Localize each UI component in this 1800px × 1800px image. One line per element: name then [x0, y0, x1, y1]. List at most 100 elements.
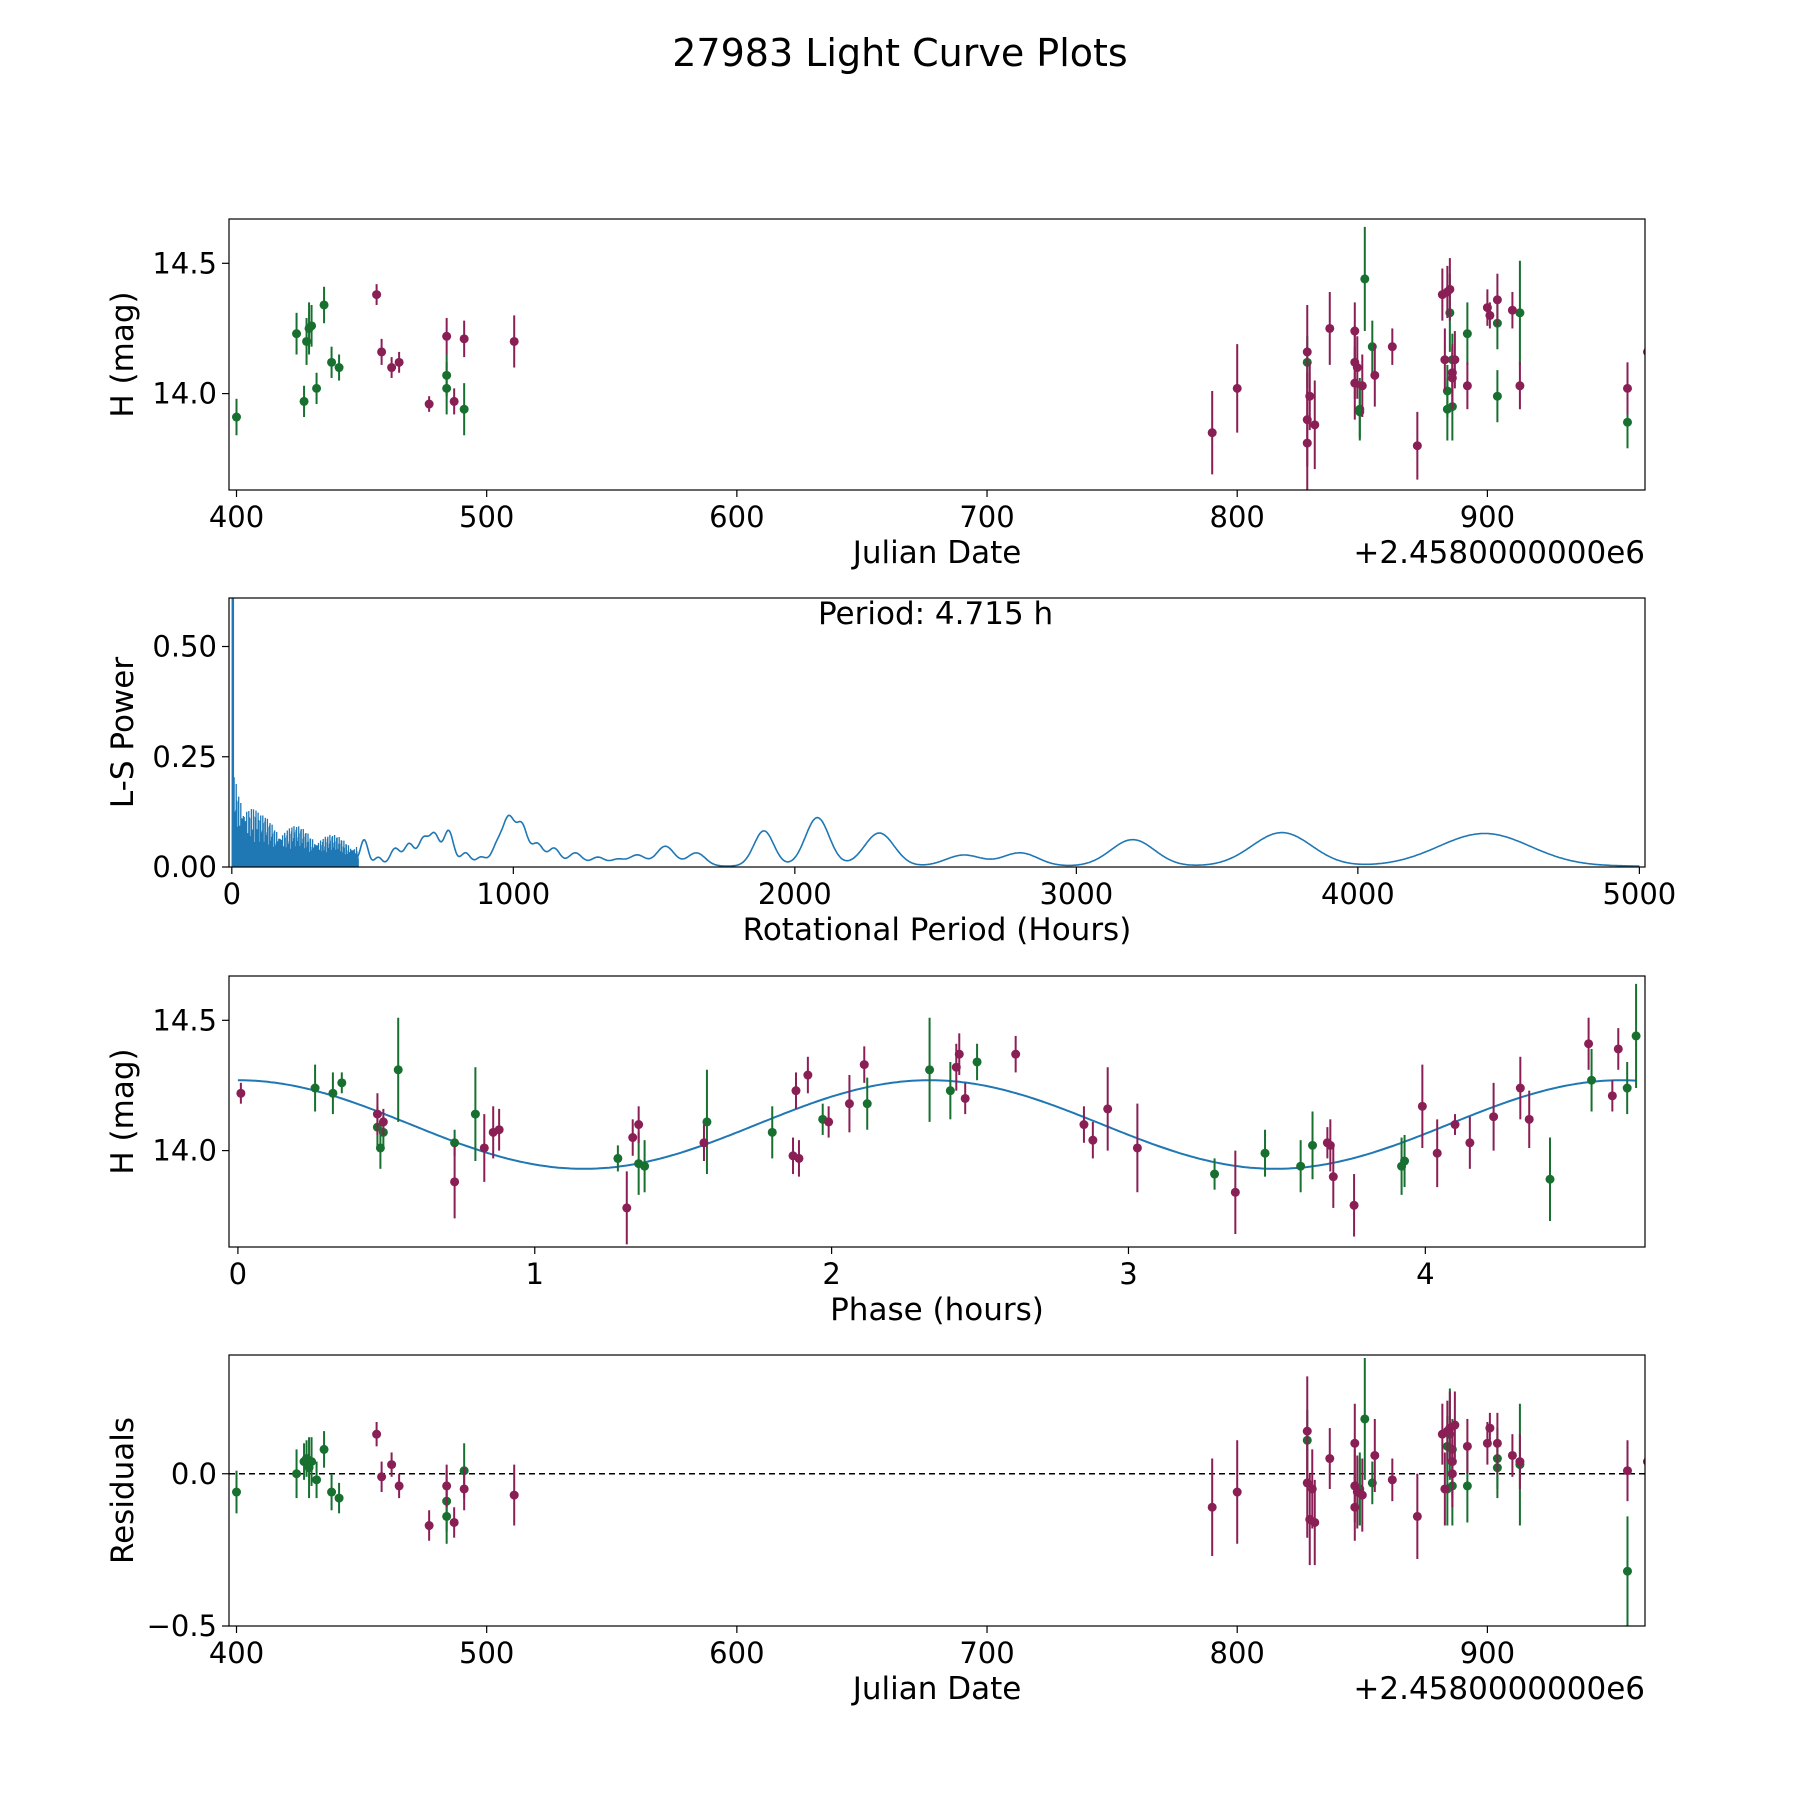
purple-data-point: [442, 331, 452, 341]
green-data-point: [1622, 1566, 1632, 1576]
green-data-point: [1515, 308, 1525, 318]
purple-data-point: [372, 1429, 382, 1439]
purple-data-point: [1515, 1457, 1525, 1467]
purple-data-point: [378, 1117, 388, 1127]
purple-data-point: [1310, 1517, 1320, 1527]
green-data-point: [1462, 329, 1472, 339]
purple-data-point: [387, 363, 397, 373]
purple-data-point: [1325, 1454, 1335, 1464]
green-data-point: [442, 383, 452, 393]
y-tick-label: 0.0: [171, 1457, 217, 1491]
purple-data-point: [1643, 1457, 1645, 1466]
green-data-point: [292, 329, 302, 339]
purple-data-point: [372, 290, 382, 300]
y-axis-label: Residuals: [105, 1417, 141, 1564]
purple-data-point: [459, 334, 469, 344]
green-data-point: [307, 321, 317, 331]
purple-data-point: [1305, 391, 1315, 401]
purple-data-point: [1492, 1438, 1502, 1448]
x-tick-label: 800: [1210, 500, 1265, 534]
green-data-point: [1587, 1075, 1597, 1085]
green-data-point: [613, 1153, 623, 1163]
green-data-point: [450, 1138, 460, 1148]
y-tick-label: 0.00: [152, 850, 217, 884]
purple-data-point: [1450, 355, 1460, 365]
purple-data-point: [1387, 1475, 1397, 1485]
purple-data-point: [479, 1143, 489, 1153]
y-tick-label: 0.50: [152, 630, 217, 664]
green-data-point: [292, 1469, 302, 1479]
purple-data-point: [1417, 1101, 1427, 1111]
axes-frame: [228, 597, 1646, 868]
purple-data-point: [1643, 348, 1645, 356]
green-data-point: [767, 1127, 777, 1137]
purple-data-point: [1088, 1135, 1098, 1145]
y-axis-label: H (mag): [105, 291, 141, 417]
purple-data-point: [1507, 305, 1517, 315]
purple-data-point: [1462, 1441, 1472, 1451]
green-data-point: [702, 1117, 712, 1127]
x-tick-label: 4: [1416, 1257, 1434, 1291]
purple-data-point: [494, 1125, 504, 1135]
x-tick-label: 700: [959, 500, 1014, 534]
x-offset-label: +2.4580000000e6: [1353, 535, 1645, 571]
green-data-point: [393, 1065, 403, 1075]
purple-data-point: [1485, 1423, 1495, 1433]
green-data-point: [1631, 1031, 1641, 1041]
purple-data-point: [699, 1138, 709, 1148]
purple-data-point: [628, 1133, 638, 1143]
green-data-point: [1360, 1414, 1370, 1424]
purple-data-point: [1412, 1511, 1422, 1521]
purple-data-point: [459, 1484, 469, 1494]
purple-data-point: [1440, 355, 1450, 365]
purple-data-point: [387, 1460, 397, 1470]
y-tick-label: 14.0: [152, 377, 217, 411]
purple-data-point: [509, 336, 519, 346]
green-data-point: [328, 1088, 338, 1098]
x-tick-label: 400: [209, 1636, 264, 1670]
y-tick-label: 14.5: [152, 246, 217, 280]
purple-data-point: [1302, 438, 1312, 448]
green-data-point: [1545, 1174, 1555, 1184]
purple-data-point: [509, 1490, 519, 1500]
purple-data-point: [424, 1521, 434, 1531]
purple-data-point: [1489, 1112, 1499, 1122]
purple-data-point: [1450, 1420, 1460, 1430]
purple-data-point: [1370, 1450, 1380, 1460]
purple-data-point: [1462, 381, 1472, 391]
axes-frame: [228, 975, 1646, 1248]
x-tick-label: 1: [526, 1257, 544, 1291]
plot-area: [229, 1358, 1645, 1626]
purple-data-point: [1349, 1200, 1359, 1210]
periodogram-panel: 0 1000 2000 3000 4000 5000 0.00 0.25 0.50 Rotatio…: [105, 596, 1676, 948]
purple-data-point: [1515, 1083, 1525, 1093]
purple-data-point: [449, 396, 459, 406]
purple-data-point: [1103, 1104, 1113, 1114]
green-data-point: [1400, 1156, 1410, 1166]
phased-curve-panel: 0 1 2 3 4 14.0 14.5 Phase (hours) H (mag): [105, 975, 1646, 1328]
x-tick-label: 900: [1460, 500, 1515, 534]
green-data-point: [319, 300, 329, 310]
purple-data-point: [1622, 1466, 1632, 1476]
green-data-point: [1492, 391, 1502, 401]
green-data-point: [1622, 417, 1632, 427]
purple-data-point: [377, 1472, 387, 1482]
purple-data-point: [1370, 370, 1380, 380]
x-axis-label: Phase (hours): [830, 1292, 1044, 1328]
x-tick-label: 2: [822, 1257, 840, 1291]
x-tick-label: 600: [709, 1636, 764, 1670]
x-offset-label: +2.4580000000e6: [1353, 1671, 1645, 1707]
green-data-point: [1296, 1161, 1306, 1171]
x-tick-label: 4000: [1321, 877, 1395, 911]
x-tick-label: 800: [1210, 1636, 1265, 1670]
purple-data-point: [1207, 1502, 1217, 1512]
green-data-point: [1462, 1481, 1472, 1491]
purple-data-point: [1607, 1091, 1617, 1101]
purple-data-point: [449, 1517, 459, 1527]
purple-data-point: [1622, 383, 1632, 393]
purple-data-point: [803, 1070, 813, 1080]
green-data-point: [1360, 274, 1370, 284]
x-tick-label: 500: [459, 1636, 514, 1670]
purple-data-point: [824, 1117, 834, 1127]
axes-frame: [228, 1354, 1646, 1627]
